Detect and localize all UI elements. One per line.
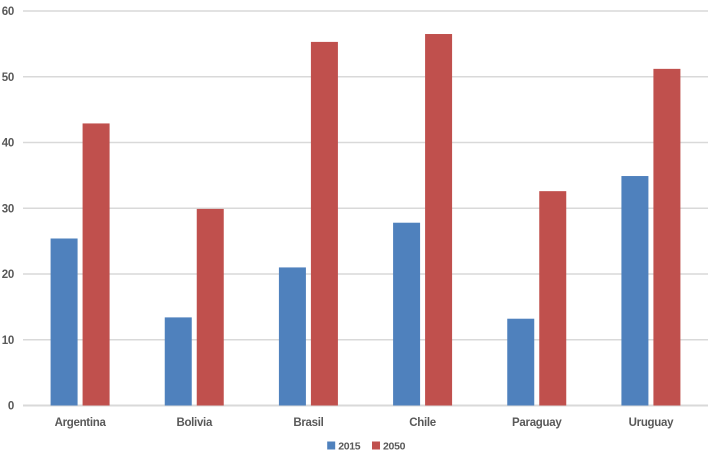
y-axis-label-50: 50: [2, 72, 14, 84]
x-axis-label-brasil: Brasil: [293, 417, 323, 429]
bar-2050-chile: [425, 34, 453, 406]
y-axis-label-10: 10: [2, 335, 14, 347]
y-axis-label-0: 0: [8, 401, 14, 413]
bar-2050-argentina: [82, 123, 110, 406]
bar-2015-uruguay: [621, 176, 649, 406]
y-axis-label-20: 20: [2, 269, 14, 281]
bar-2050-uruguay: [653, 68, 681, 406]
bar-2050-bolivia: [196, 208, 224, 406]
legend-swatch-2050: [372, 441, 380, 450]
bar-2015-brasil: [278, 267, 306, 406]
bar-2015-chile: [393, 222, 421, 406]
y-axis-label-60: 60: [2, 6, 14, 18]
bar-2015-paraguay: [507, 318, 535, 406]
x-axis-label-uruguay: Uruguay: [629, 417, 674, 429]
x-axis-label-chile: Chile: [409, 417, 436, 429]
x-axis-label-paraguay: Paraguay: [512, 417, 562, 429]
y-axis-label-40: 40: [2, 138, 14, 150]
x-axis-label-argentina: Argentina: [55, 417, 107, 429]
legend-label-2050: 2050: [383, 441, 406, 453]
legend-swatch-2015: [327, 441, 336, 450]
legend-label-2015: 2015: [338, 441, 361, 453]
bar-2015-argentina: [50, 238, 78, 406]
bar-2050-paraguay: [539, 191, 567, 406]
bar-2015-bolivia: [164, 317, 192, 406]
y-axis-label-30: 30: [2, 203, 14, 215]
x-axis-label-bolivia: Bolivia: [176, 417, 213, 429]
bar-2050-brasil: [310, 41, 338, 406]
